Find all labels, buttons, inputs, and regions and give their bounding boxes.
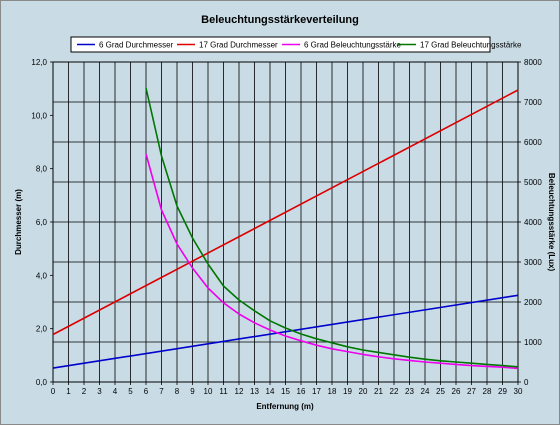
y-left-tick-label: 8,0 — [36, 165, 48, 174]
legend-label: 6 Grad Beleuchtungsstärke — [304, 41, 401, 50]
x-tick-label: 10 — [204, 387, 213, 396]
y-right-tick-label: 8000 — [524, 58, 542, 67]
axes: 0 1 2 3 4 5 6 7 8 9 10 11 12 13 14 15 16 17 18 19 20 21 22 23 24… — [31, 58, 542, 396]
x-tick-label: 12 — [235, 387, 244, 396]
legend-box — [70, 36, 491, 53]
series-line-17-grad-beleuchtungsstaerke — [145, 87, 519, 368]
x-tick-label: 0 — [51, 387, 56, 396]
y-right-tick-label: 2000 — [524, 298, 542, 307]
x-tick-label: 7 — [159, 387, 164, 396]
series-line-6-grad-beleuchtungsstaerke — [145, 153, 519, 370]
gridlines — [52, 61, 519, 383]
y-left-tick-label: 10,0 — [31, 111, 47, 120]
x-tick-label: 13 — [250, 387, 259, 396]
x-tick-label: 6 — [144, 387, 149, 396]
x-tick-label: 8 — [175, 387, 180, 396]
x-tick-label: 21 — [374, 387, 383, 396]
x-tick-label: 3 — [97, 387, 102, 396]
x-tick-label: 25 — [436, 387, 445, 396]
y-left-tick-label: 4,0 — [36, 271, 48, 280]
x-axis-label: Entfernung (m) — [256, 402, 314, 411]
x-tick-label: 24 — [421, 387, 430, 396]
x-tick-label: 16 — [297, 387, 306, 396]
y-left-tick-label: 12,0 — [31, 58, 47, 67]
y-right-tick-label: 4000 — [524, 218, 542, 227]
legend: 6 Grad Durchmesser 17 Grad Durchmesser 6 G… — [70, 36, 522, 53]
y-right-tick-label: 1000 — [524, 338, 542, 347]
y-left-tick-label: 6,0 — [36, 218, 48, 227]
x-tick-label: 22 — [390, 387, 399, 396]
x-tick-label: 5 — [128, 387, 133, 396]
y-axis-right-label: Beleuchtungsstärke (Lux) — [547, 173, 556, 272]
x-tick-label: 27 — [467, 387, 476, 396]
y-right-tick-label: 5000 — [524, 178, 542, 187]
x-tick-label: 30 — [514, 387, 523, 396]
chart-title: Beleuchtungsstärkeverteilung — [201, 14, 359, 26]
y-right-tick-label: 6000 — [524, 138, 542, 147]
x-tick-label: 19 — [343, 387, 352, 396]
y-right-tick-label: 0 — [524, 378, 529, 387]
y-right-tick-label: 3000 — [524, 258, 542, 267]
x-tick-label: 23 — [405, 387, 414, 396]
x-tick-label: 9 — [190, 387, 195, 396]
series-line-6-grad-durchmesser — [52, 294, 519, 369]
x-tick-label: 4 — [113, 387, 118, 396]
x-tick-label: 1 — [66, 387, 71, 396]
series-line-17-grad-durchmesser — [52, 89, 519, 336]
x-tick-label: 2 — [82, 387, 87, 396]
y-axis-left-label: Durchmesser (m) — [14, 189, 23, 255]
x-tick-label: 18 — [328, 387, 337, 396]
x-tick-label: 29 — [498, 387, 507, 396]
x-tick-label: 15 — [281, 387, 290, 396]
legend-label: 17 Grad Beleuchtungsstärke — [420, 41, 522, 50]
legend-label: 17 Grad Durchmesser — [199, 41, 278, 50]
x-tick-label: 14 — [266, 387, 275, 396]
y-right-tick-label: 7000 — [524, 98, 542, 107]
x-tick-label: 11 — [219, 387, 228, 396]
x-tick-label: 20 — [359, 387, 368, 396]
x-tick-label: 17 — [312, 387, 321, 396]
y-left-tick-label: 0,0 — [36, 378, 48, 387]
legend-label: 6 Grad Durchmesser — [99, 41, 174, 50]
x-tick-label: 26 — [452, 387, 461, 396]
y-left-tick-label: 2,0 — [36, 325, 48, 334]
x-tick-label: 28 — [483, 387, 492, 396]
series-layer — [52, 87, 519, 370]
